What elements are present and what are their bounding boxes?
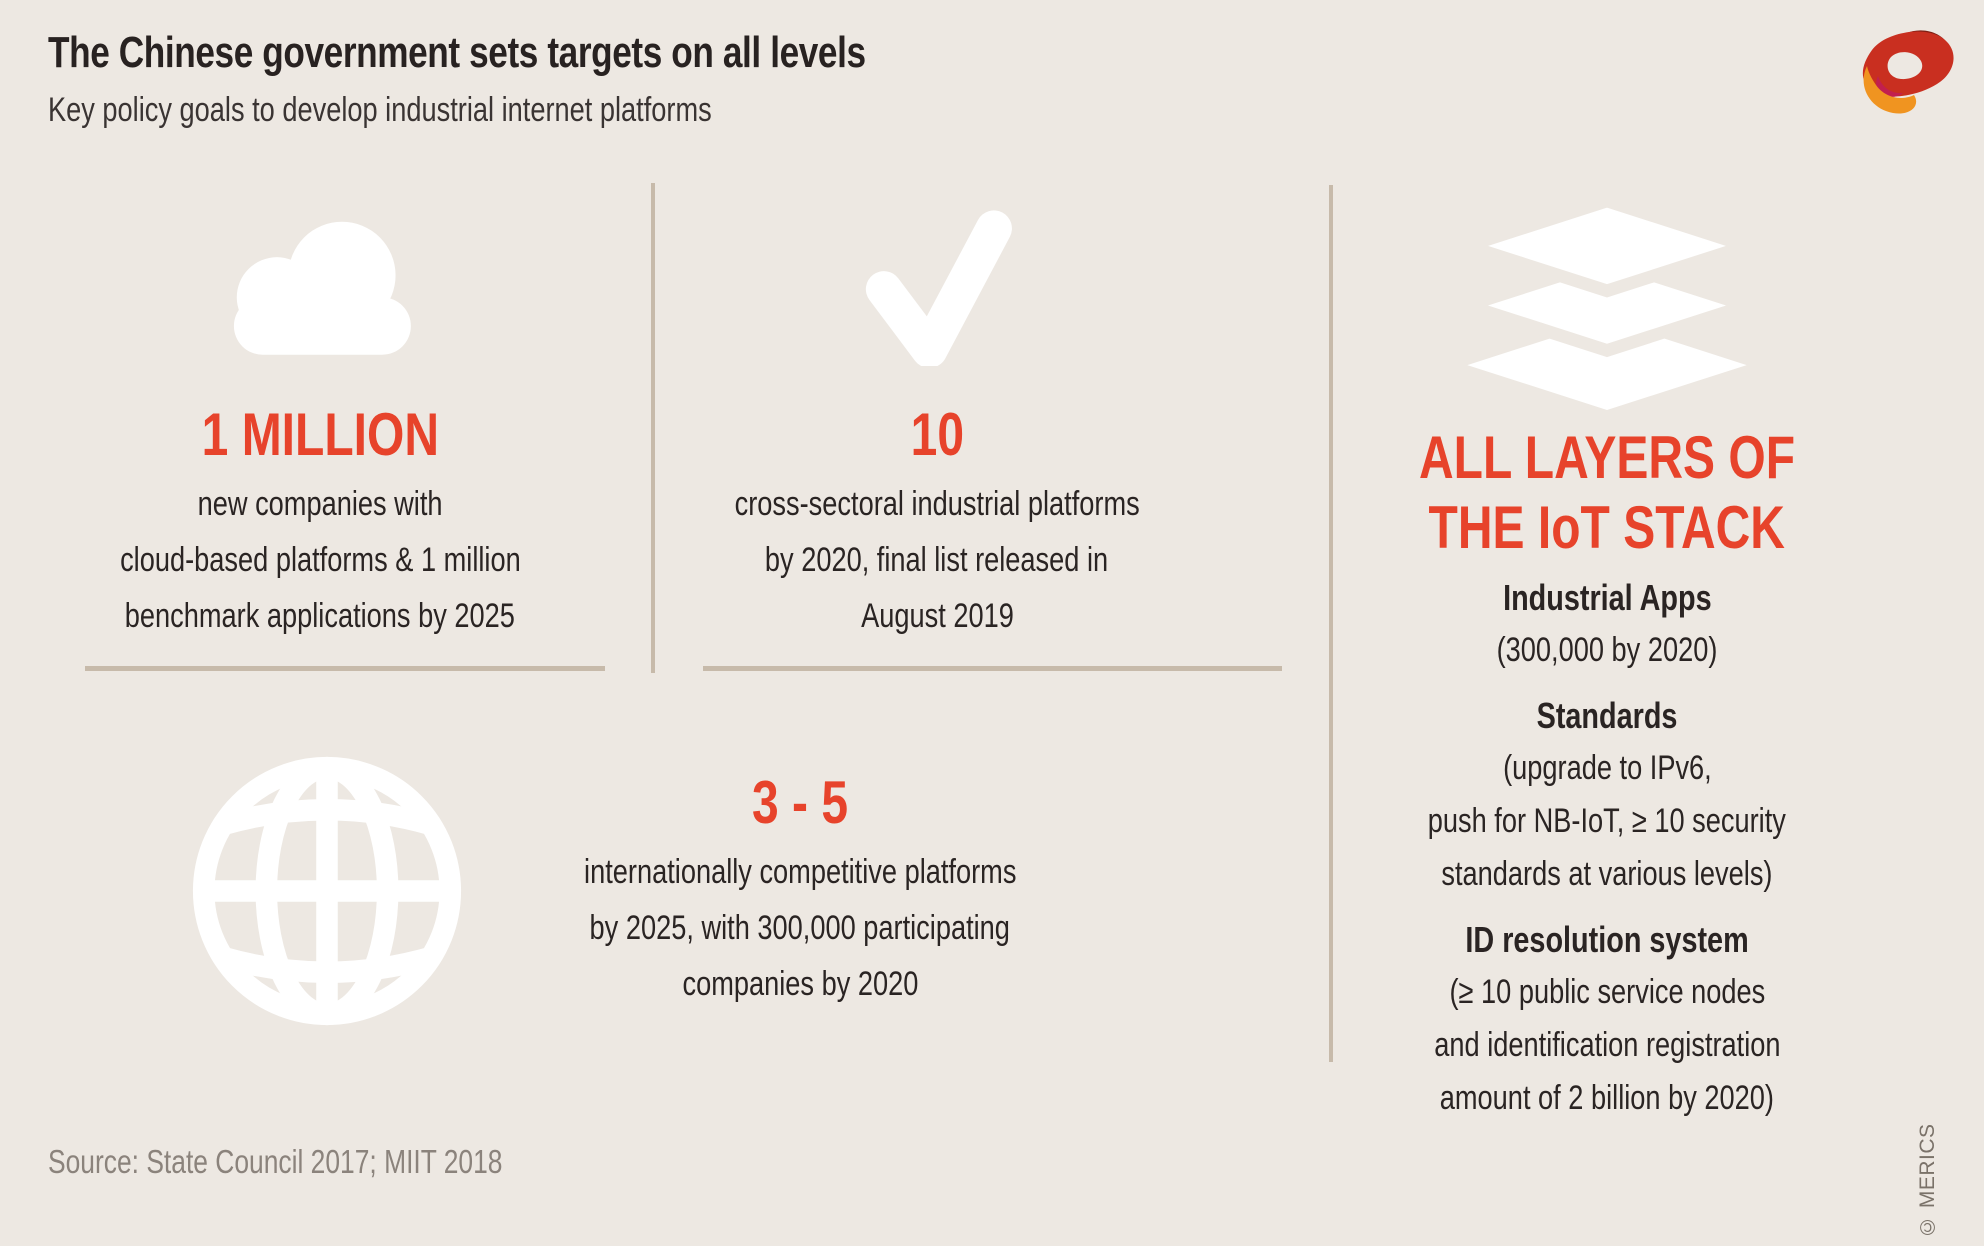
header: The Chinese government sets targets on a…	[48, 28, 1070, 132]
layers-icon	[1446, 194, 1768, 410]
stat-iot-stack: ALL LAYERS OF THE IoT STACK Industrial A…	[1347, 194, 1867, 1137]
iot-group-standards: Standards (upgrade to IPv6, push for NB-…	[1427, 695, 1787, 893]
stat-cloud-platforms: 1 MILLION new companies with cloud-based…	[50, 200, 590, 644]
horizontal-divider-1	[85, 666, 605, 671]
page-subtitle: Key policy goals to develop industrial i…	[48, 91, 712, 129]
horizontal-divider-2	[703, 666, 1282, 671]
source-note: Source: State Council 2017; MIIT 2018	[48, 1143, 503, 1180]
iot-groups: Industrial Apps (300,000 by 2020) Standa…	[1347, 571, 1867, 1125]
stat-description: new companies with cloud-based platforms…	[119, 485, 521, 635]
vertical-divider-1	[651, 183, 655, 673]
stat-description: cross-sectoral industrial platforms by 2…	[734, 485, 1140, 635]
stat-value: 1 MILLION	[201, 401, 439, 468]
iot-heading: ALL LAYERS OF THE IoT STACK	[1418, 424, 1796, 561]
stat-description: internationally competitive platforms by…	[584, 853, 1017, 1003]
stat-value: 3 - 5	[751, 769, 849, 836]
stat-cross-sectoral: 10 cross-sectoral industrial platforms b…	[647, 200, 1227, 644]
checkmark-icon	[865, 210, 1012, 366]
cloud-icon	[233, 221, 411, 355]
stat-value: 10	[910, 401, 964, 468]
iot-group-industrial-apps: Industrial Apps (300,000 by 2020)	[1496, 577, 1718, 669]
copyright-note: © MERICS	[1916, 1123, 1939, 1238]
stat-international-platforms: 3 - 5 internationally competitive platfo…	[530, 772, 1070, 1012]
merics-logo-icon	[1862, 30, 1954, 114]
page-title: The Chinese government sets targets on a…	[48, 28, 866, 77]
iot-group-id-resolution: ID resolution system (≥ 10 public servic…	[1433, 919, 1781, 1117]
globe-icon	[192, 756, 462, 1026]
vertical-divider-2	[1329, 185, 1333, 1062]
